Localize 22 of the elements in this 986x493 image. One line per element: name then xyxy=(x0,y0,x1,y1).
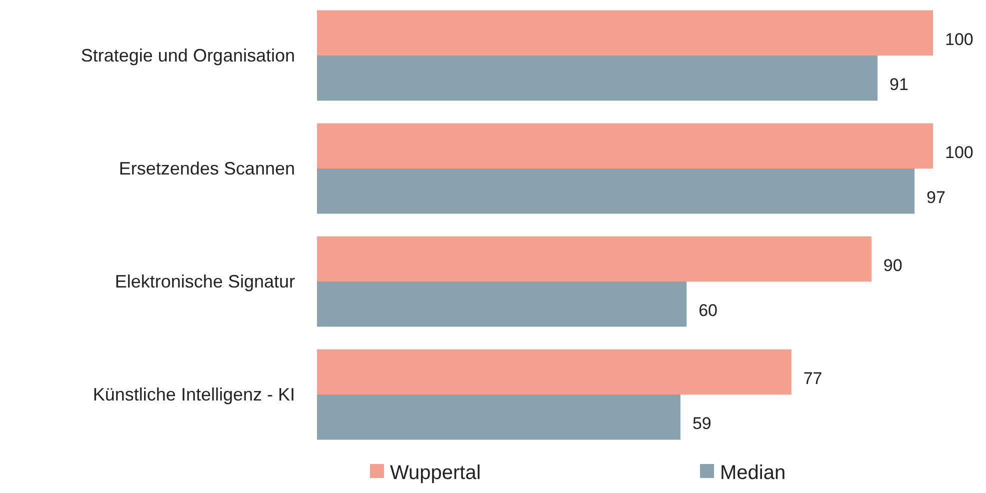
y-tick-label: Strategie und Organisation xyxy=(80,45,295,66)
bar xyxy=(317,168,915,214)
data-label: 77 xyxy=(803,368,822,388)
data-label: 59 xyxy=(692,414,712,434)
bar xyxy=(317,236,872,282)
data-label: 100 xyxy=(945,30,974,49)
data-label: 90 xyxy=(883,256,902,275)
data-label: 60 xyxy=(698,301,718,320)
data-label: 97 xyxy=(926,188,946,208)
legend-label: Wuppertal xyxy=(390,462,481,484)
bar xyxy=(317,10,933,56)
y-tick-label: Elektronische Signatur xyxy=(114,272,295,292)
bar xyxy=(317,394,680,440)
y-tick-label: Künstliche Intelligenz - KI xyxy=(92,384,295,405)
bar xyxy=(317,282,687,327)
bar xyxy=(317,123,933,168)
y-tick-label: Ersetzendes Scannen xyxy=(118,158,295,178)
data-label: 100 xyxy=(945,142,974,162)
legend-label: Median xyxy=(720,462,786,484)
bar xyxy=(317,349,792,395)
data-label: 91 xyxy=(890,75,908,94)
bar xyxy=(317,55,878,101)
